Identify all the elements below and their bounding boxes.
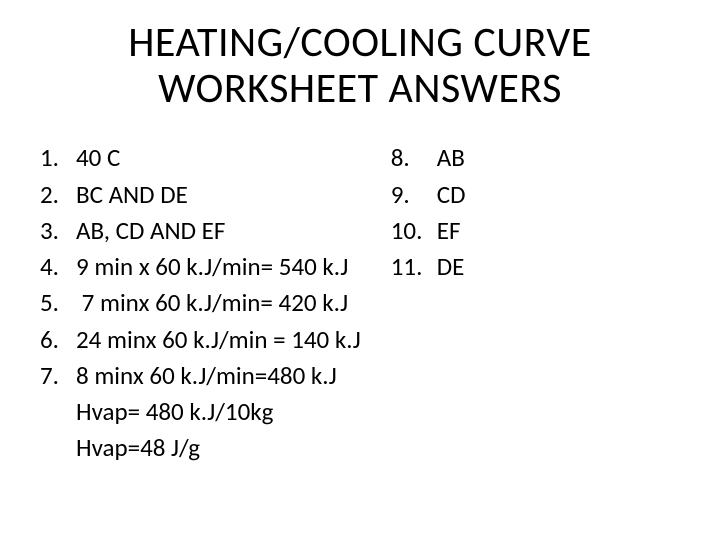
content-columns: 1.40 C 2.BC AND DE 3.AB, CD AND EF 4.9 m… xyxy=(40,140,680,466)
list-item: 2.BC AND DE xyxy=(40,177,361,213)
item-number: 2. xyxy=(40,177,76,213)
item-text: 7 minx 60 k.J/min= 420 k.J xyxy=(76,285,348,321)
list-item: 7.8 minx 60 k.J/min=480 k.J xyxy=(40,358,361,394)
item-text: 40 C xyxy=(76,140,120,176)
list-item: 5. 7 minx 60 k.J/min= 420 k.J xyxy=(40,285,361,321)
title-line-1: HEATING/COOLING CURVE xyxy=(128,17,592,68)
item-number xyxy=(40,430,76,466)
item-text: 24 minx 60 k.J/min = 140 k.J xyxy=(76,322,361,358)
list-item: 10.EF xyxy=(391,213,466,249)
item-text: 9 min x 60 k.J/min= 540 k.J xyxy=(76,249,348,285)
item-text: Hvap= 480 k.J/10kg xyxy=(76,394,273,430)
page-title: HEATING/COOLING CURVE WORKSHEET ANSWERS xyxy=(40,20,680,112)
item-text: EF xyxy=(437,213,461,249)
list-item: 9.CD xyxy=(391,177,466,213)
item-text: DE xyxy=(437,249,465,285)
item-text: BC AND DE xyxy=(76,177,188,213)
list-item: 8.AB xyxy=(391,140,466,176)
item-number: 3. xyxy=(40,213,76,249)
item-number xyxy=(40,394,76,430)
slide: HEATING/COOLING CURVE WORKSHEET ANSWERS … xyxy=(0,0,720,540)
right-column: 8.AB 9.CD 10.EF 11.DE xyxy=(391,140,466,466)
item-number: 10. xyxy=(391,213,437,249)
title-line-2: WORKSHEET ANSWERS xyxy=(158,63,562,114)
left-column: 1.40 C 2.BC AND DE 3.AB, CD AND EF 4.9 m… xyxy=(40,140,361,466)
item-text: AB xyxy=(437,140,465,176)
item-number: 7. xyxy=(40,358,76,394)
item-text: 8 minx 60 k.J/min=480 k.J xyxy=(76,358,337,394)
list-item: Hvap=48 J/g xyxy=(40,430,361,466)
item-number: 6. xyxy=(40,322,76,358)
list-item: 6.24 minx 60 k.J/min = 140 k.J xyxy=(40,322,361,358)
item-number: 11. xyxy=(391,249,437,285)
item-text: AB, CD AND EF xyxy=(76,213,225,249)
item-number: 1. xyxy=(40,140,76,176)
item-number: 8. xyxy=(391,140,437,176)
list-item: Hvap= 480 k.J/10kg xyxy=(40,394,361,430)
list-item: 11.DE xyxy=(391,249,466,285)
list-item: 4.9 min x 60 k.J/min= 540 k.J xyxy=(40,249,361,285)
item-number: 4. xyxy=(40,249,76,285)
item-text: Hvap=48 J/g xyxy=(76,430,200,466)
list-item: 3.AB, CD AND EF xyxy=(40,213,361,249)
item-number: 5. xyxy=(40,285,76,321)
item-text: CD xyxy=(437,177,466,213)
item-number: 9. xyxy=(391,177,437,213)
list-item: 1.40 C xyxy=(40,140,361,176)
